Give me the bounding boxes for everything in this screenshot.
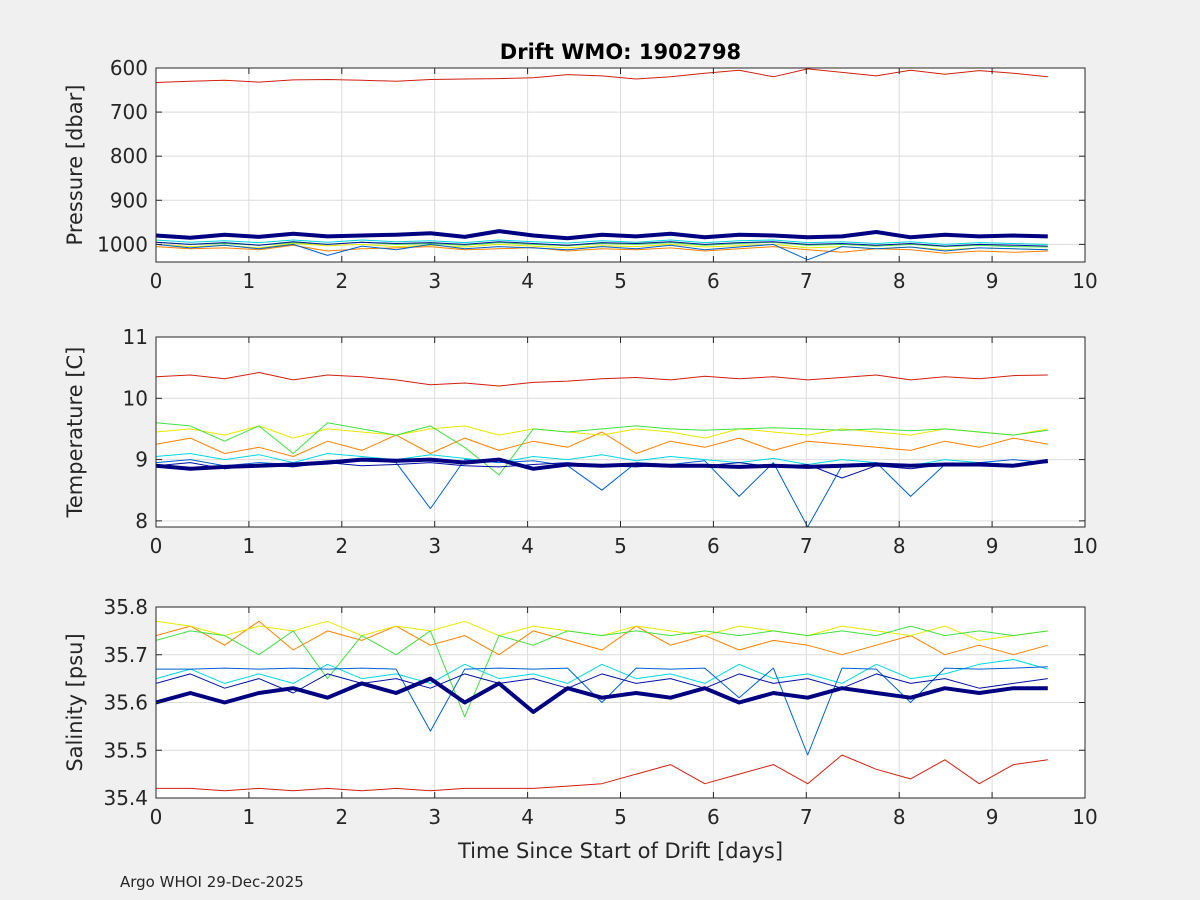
pressure-series-line-7 <box>156 229 1048 241</box>
pressure-xtick-label: 9 <box>986 269 999 293</box>
pressure-ytick-label: 700 <box>110 100 148 124</box>
temperature-xtick-label: 10 <box>1072 534 1097 558</box>
pressure-series-line-1 <box>156 244 1048 254</box>
temperature-xtick-label: 2 <box>335 534 348 558</box>
temperature-xtick-label: 4 <box>521 534 534 558</box>
pressure-xtick-label: 10 <box>1072 269 1097 293</box>
salinity-ytick-label: 35.5 <box>103 738 148 762</box>
temperature-series-line-1 <box>156 431 1048 457</box>
credit-footer: Argo WHOI 29-Dec-2025 <box>120 873 304 891</box>
temperature-panel: 0 1 2 3 4 5 6 7 8 9 10 8 9 10 11 Temperature [C] <box>63 325 1098 558</box>
temperature-ytick-label: 10 <box>123 386 148 410</box>
pressure-xtick-label: 8 <box>893 269 906 293</box>
pressure-series-line-5 <box>156 243 1048 261</box>
salinity-xtick-label: 8 <box>893 805 906 829</box>
pressure-xtick-label: 0 <box>150 269 163 293</box>
salinity-ylabel: Salinity [psu] <box>63 633 87 771</box>
pressure-xtick-label: 3 <box>428 269 441 293</box>
salinity-ytick-label: 35.6 <box>103 691 148 715</box>
pressure-ytick-label: 1000 <box>97 232 148 256</box>
pressure-ytick-label: 800 <box>110 144 148 168</box>
salinity-ytick-label: 35.8 <box>103 595 148 619</box>
salinity-series-line-5 <box>156 666 1048 756</box>
salinity-series-line-4 <box>156 659 1048 684</box>
salinity-series-line-0 <box>156 754 1048 792</box>
pressure-series-line-4 <box>156 239 1048 245</box>
temperature-xtick-label: 9 <box>986 534 999 558</box>
pressure-ytick-label: 900 <box>110 188 148 212</box>
pressure-xtick-label: 6 <box>707 269 720 293</box>
salinity-series-line-3 <box>156 625 1048 718</box>
pressure-xtick-label: 4 <box>521 269 534 293</box>
chart-title: Drift WMO: 1902798 <box>500 40 741 64</box>
salinity-series-group <box>156 620 1048 792</box>
pressure-xtick-label: 7 <box>800 269 813 293</box>
temperature-xtick-label: 5 <box>614 534 627 558</box>
pressure-ylabel: Pressure [dbar] <box>63 85 87 246</box>
temperature-xtick-label: 1 <box>243 534 256 558</box>
salinity-xlabel: Time Since Start of Drift [days] <box>457 839 783 863</box>
pressure-series-group <box>156 68 1048 261</box>
pressure-xtick-label: 5 <box>614 269 627 293</box>
salinity-xtick-label: 4 <box>521 805 534 829</box>
salinity-xtick-label: 1 <box>243 805 256 829</box>
pressure-ytick-label: 600 <box>110 56 148 80</box>
temperature-ylabel: Temperature [C] <box>63 347 87 519</box>
temperature-xtick-label: 6 <box>707 534 720 558</box>
temperature-xtick-label: 8 <box>893 534 906 558</box>
pressure-xtick-label: 1 <box>243 269 256 293</box>
temperature-xtick-label: 7 <box>800 534 813 558</box>
temperature-series-line-2 <box>156 425 1048 439</box>
salinity-xtick-label: 2 <box>335 805 348 829</box>
salinity-xtick-label: 3 <box>428 805 441 829</box>
temperature-series-line-3 <box>156 422 1048 476</box>
salinity-xtick-label: 9 <box>986 805 999 829</box>
salinity-series-line-1 <box>156 620 1048 656</box>
temperature-xtick-label: 0 <box>150 534 163 558</box>
temperature-ytick-label: 9 <box>135 448 148 472</box>
temperature-xtick-label: 3 <box>428 534 441 558</box>
salinity-ytick-label: 35.4 <box>103 786 148 810</box>
salinity-panel: 0 1 2 3 4 5 6 7 8 9 10 35.4 35.5 35.6 35.7 35.8 Salinity… <box>63 595 1098 863</box>
temperature-ytick-label: 11 <box>123 325 148 349</box>
temperature-series-group <box>156 372 1049 527</box>
pressure-xtick-label: 2 <box>335 269 348 293</box>
salinity-xtick-label: 7 <box>800 805 813 829</box>
pressure-series-line-6 <box>156 241 1048 247</box>
salinity-ytick-label: 35.7 <box>103 643 148 667</box>
temperature-series-line-7 <box>156 457 1049 471</box>
salinity-xtick-label: 5 <box>614 805 627 829</box>
salinity-xtick-label: 6 <box>707 805 720 829</box>
salinity-series-line-6 <box>156 673 1048 694</box>
temperature-series-line-0 <box>156 372 1048 387</box>
salinity-xtick-label: 10 <box>1072 805 1097 829</box>
pressure-panel: 0 1 2 3 4 5 6 7 8 9 10 600 700 800 900 1000 Pressure [db… <box>63 40 1098 293</box>
salinity-xtick-label: 0 <box>150 805 163 829</box>
pressure-series-line-3 <box>156 241 1048 248</box>
temperature-ytick-label: 8 <box>135 509 148 533</box>
salinity-series-line-7 <box>156 676 1048 714</box>
